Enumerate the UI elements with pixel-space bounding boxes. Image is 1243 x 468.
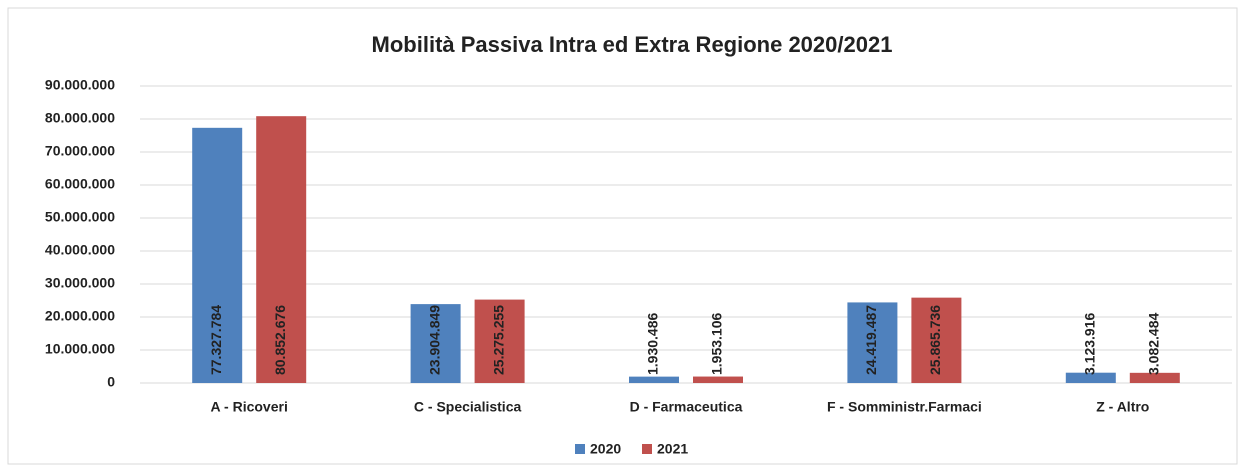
x-tick-label: F - Somministr.Farmaci <box>827 399 982 415</box>
value-label: 23.904.849 <box>426 305 442 375</box>
bar <box>1065 372 1116 383</box>
y-tick-label: 0 <box>107 374 115 390</box>
y-tick-label: 30.000.000 <box>45 275 115 291</box>
y-tick-label: 60.000.000 <box>45 176 115 192</box>
bar <box>1129 372 1180 383</box>
bar <box>629 376 679 383</box>
value-label: 3.123.916 <box>1082 313 1098 375</box>
legend-label: 2020 <box>590 441 621 457</box>
y-tick-label: 10.000.000 <box>45 341 115 357</box>
bar <box>911 297 962 383</box>
y-tick-label: 70.000.000 <box>45 143 115 159</box>
value-label: 24.419.487 <box>863 305 879 375</box>
value-label: 25.275.255 <box>490 305 506 375</box>
bar <box>847 302 898 383</box>
legend-swatch <box>575 444 585 454</box>
bar <box>410 304 461 383</box>
bar <box>256 116 307 384</box>
value-label: 3.082.484 <box>1146 313 1162 375</box>
value-label: 80.852.676 <box>272 305 288 375</box>
legend-swatch <box>642 444 652 454</box>
x-tick-label: D - Farmaceutica <box>630 399 743 415</box>
chart-title: Mobilità Passiva Intra ed Extra Regione … <box>372 32 893 57</box>
value-label: 25.865.736 <box>927 305 943 375</box>
x-tick-label: A - Ricoveri <box>211 399 288 415</box>
value-label: 77.327.784 <box>208 305 224 375</box>
bar <box>474 299 525 383</box>
value-label: 1.930.486 <box>645 313 661 375</box>
y-tick-label: 90.000.000 <box>45 77 115 93</box>
legend-label: 2021 <box>657 441 688 457</box>
y-tick-label: 40.000.000 <box>45 242 115 258</box>
bar <box>192 127 243 383</box>
bar <box>693 376 743 383</box>
x-tick-label: C - Specialistica <box>414 399 522 415</box>
value-label: 1.953.106 <box>709 313 725 375</box>
y-tick-label: 80.000.000 <box>45 110 115 126</box>
y-tick-label: 20.000.000 <box>45 308 115 324</box>
x-tick-label: Z - Altro <box>1096 399 1149 415</box>
y-tick-label: 50.000.000 <box>45 209 115 225</box>
